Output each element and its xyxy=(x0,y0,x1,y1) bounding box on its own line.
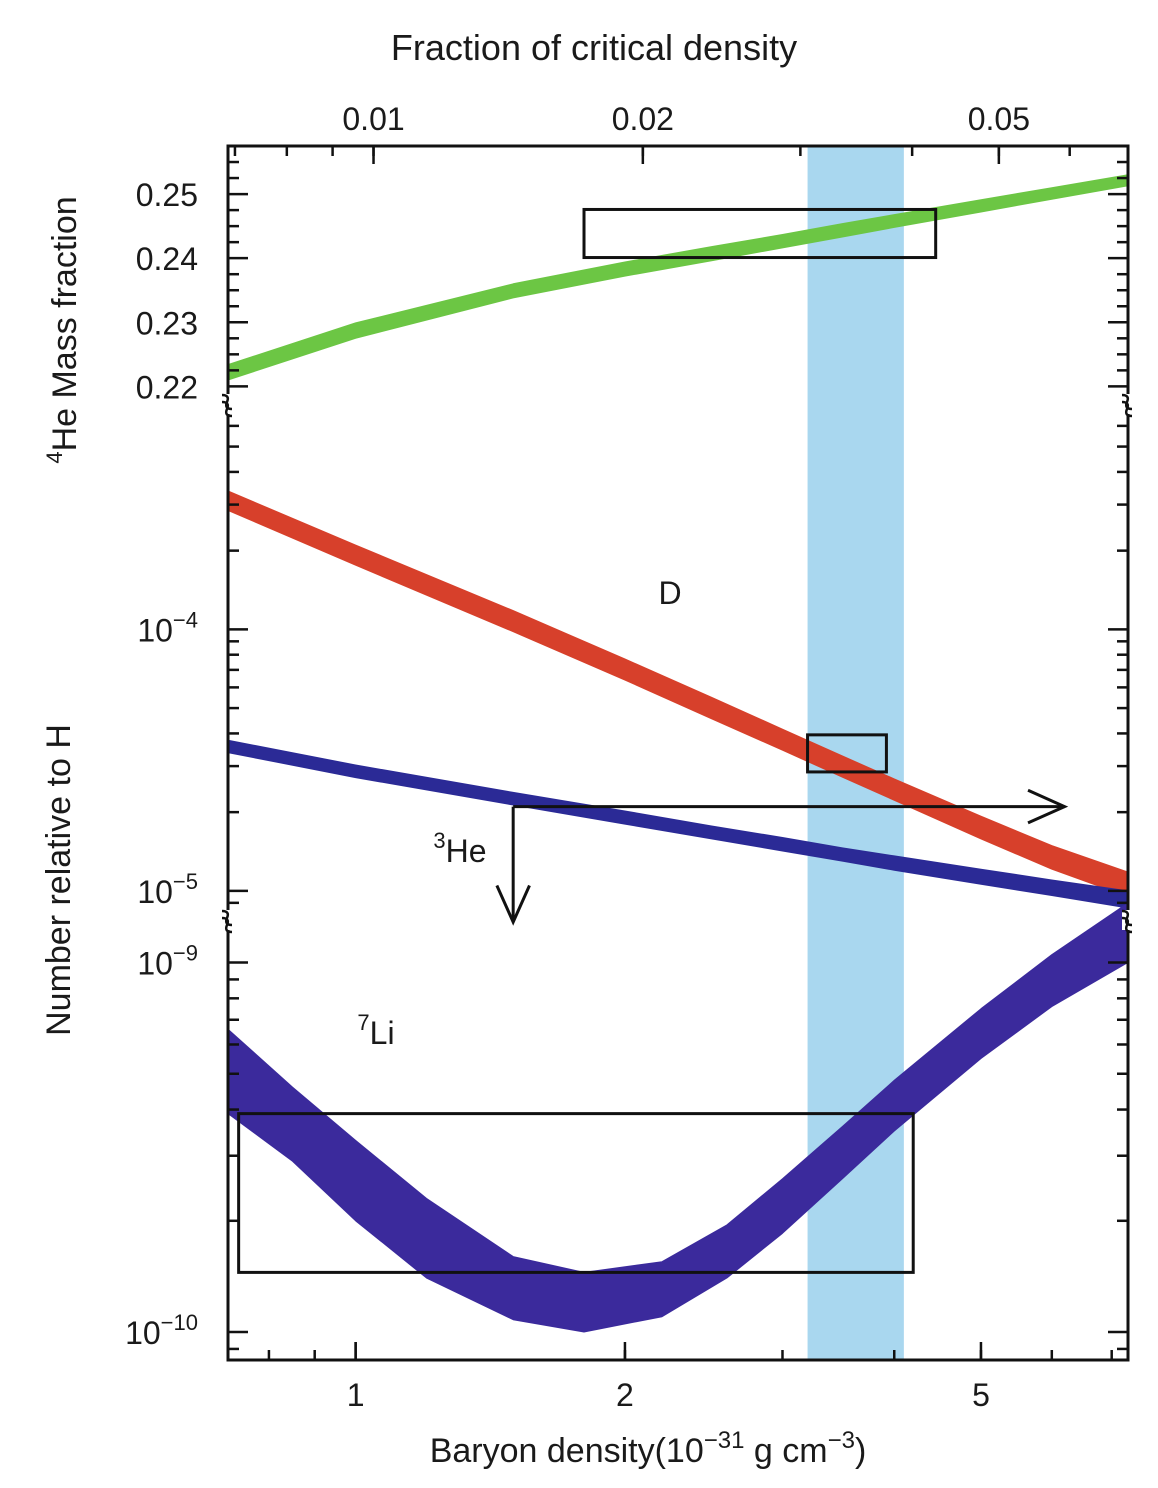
axis-break-mark2-0-0 xyxy=(221,400,233,418)
x-axis-title-main: Baryon density(10 xyxy=(430,1432,704,1470)
helium3-label-main: He xyxy=(446,833,487,869)
x-axis-title-unit: g cm xyxy=(744,1432,827,1470)
y-tick-label-0.24: 0.24 xyxy=(136,241,198,277)
tick-layer xyxy=(228,144,1128,1360)
lithium7-label-superscript: 7 xyxy=(357,1010,369,1035)
y-tick-base: 10 xyxy=(125,1315,161,1351)
top-tick-label-0.01: 0.01 xyxy=(342,101,404,137)
plot-frame xyxy=(226,144,1130,1362)
y-tick-label-lithium7-−10: 10−10 xyxy=(125,1310,198,1351)
lithium7-label-main: Li xyxy=(370,1015,395,1051)
y-tick-label-0.23: 0.23 xyxy=(136,305,198,341)
observation-box-layer xyxy=(237,207,938,1274)
x-tick-label-1: 1 xyxy=(347,1377,365,1413)
helium3-label-superscript: 3 xyxy=(433,828,445,853)
top-tick-label-0.05: 0.05 xyxy=(968,101,1030,137)
lithium7-label: 7Li xyxy=(357,1010,394,1051)
frame-layer xyxy=(221,144,1134,1362)
y-tick-label-lithium7-−9: 10−9 xyxy=(137,941,198,982)
axis-break-mark2-0-1 xyxy=(1121,400,1133,418)
y-tick-exponent: −4 xyxy=(173,607,198,632)
observation-box-1 xyxy=(582,207,938,260)
x-axis-title-unit-exponent: −3 xyxy=(828,1427,855,1454)
arrow-head-2 xyxy=(495,884,531,926)
helium3-label: 3He xyxy=(433,828,486,869)
y-tick-label-0.25: 0.25 xyxy=(136,177,198,213)
y-tick-label-0.22: 0.22 xyxy=(136,369,198,405)
y-tick-exponent: −5 xyxy=(173,869,198,894)
x-tick-label-5: 5 xyxy=(972,1377,990,1413)
y-tick-base: 10 xyxy=(137,946,173,982)
arrow-layer xyxy=(495,788,1069,926)
x-tick-label-2: 2 xyxy=(616,1377,634,1413)
x-axis-title: Baryon density(10−31 g cm−3) xyxy=(430,1427,867,1470)
y-tick-base: 10 xyxy=(137,874,173,910)
top-axis-title: Fraction of critical density xyxy=(391,27,797,68)
y-axis-title-top: 4He Mass fraction xyxy=(42,196,84,463)
tick-label-layer: 1 2 50.01 0.02 0.050.220.230.240.2510−510−41… xyxy=(125,101,1030,1413)
observation-box-3 xyxy=(237,1112,915,1274)
y-axis-title-bottom: Number relative to H xyxy=(40,724,78,1036)
y-tick-exponent: −9 xyxy=(173,941,198,966)
y-tick-label-d_he3-−5: 10−5 xyxy=(137,869,198,910)
y-tick-base: 10 xyxy=(137,612,173,648)
y-axis-title-top-superscript: 4 xyxy=(42,451,67,463)
x-axis-title-close: ) xyxy=(855,1432,866,1470)
y-tick-label-d_he3-−4: 10−4 xyxy=(137,607,198,648)
arrow-head-1 xyxy=(1027,788,1069,825)
observation-box-2 xyxy=(806,733,888,774)
x-axis-title-exponent: −31 xyxy=(704,1427,745,1454)
axis-break-mark2-1-0 xyxy=(221,916,233,934)
y-axis-title-top-main: He Mass fraction xyxy=(46,196,84,451)
y-tick-exponent: −10 xyxy=(161,1310,198,1335)
series-layer xyxy=(227,174,1129,1333)
top-tick-label-0.02: 0.02 xyxy=(612,101,674,137)
axis-break-mark2-1-1 xyxy=(1121,916,1133,934)
deuterium-label: D xyxy=(658,575,681,611)
